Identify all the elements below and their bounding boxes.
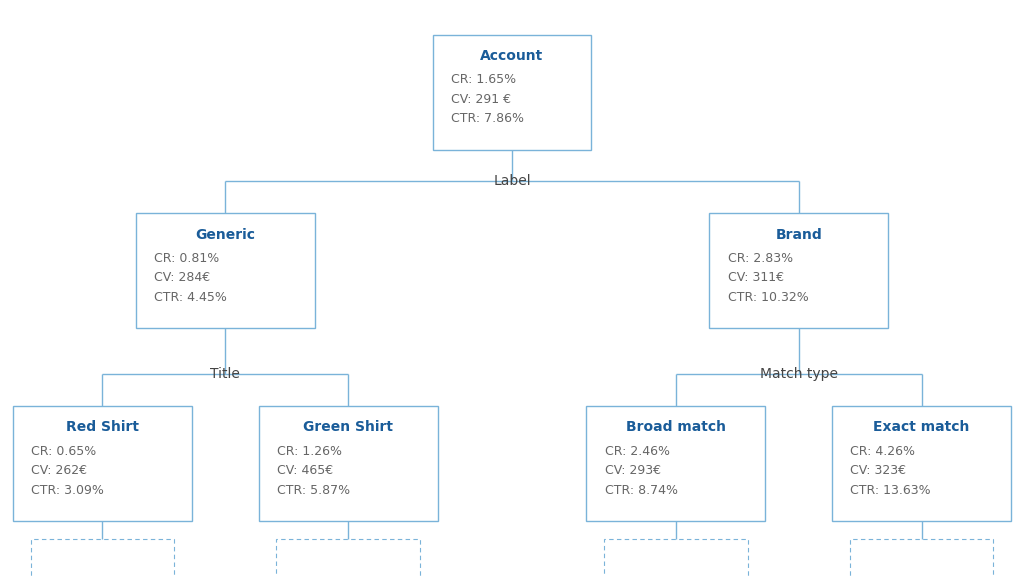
Text: CR: 1.65%: CR: 1.65% (451, 73, 516, 86)
Text: CR: 1.26%: CR: 1.26% (278, 445, 342, 458)
Text: Account: Account (480, 49, 544, 63)
FancyBboxPatch shape (709, 213, 888, 328)
Text: Title: Title (210, 367, 241, 381)
Text: CV: 262€: CV: 262€ (32, 464, 87, 478)
Text: CR: 4.26%: CR: 4.26% (850, 445, 915, 458)
Text: Brand: Brand (775, 228, 822, 241)
FancyBboxPatch shape (831, 406, 1012, 521)
Text: Green Shirt: Green Shirt (303, 420, 393, 434)
FancyBboxPatch shape (135, 213, 315, 328)
Text: CR: 2.46%: CR: 2.46% (604, 445, 670, 458)
Text: CV: 284€: CV: 284€ (154, 271, 210, 285)
Text: Broad match: Broad match (626, 420, 726, 434)
Text: Generic: Generic (196, 228, 255, 241)
Text: Exact match: Exact match (873, 420, 970, 434)
Text: CTR: 13.63%: CTR: 13.63% (850, 484, 931, 497)
Text: CV: 323€: CV: 323€ (850, 464, 906, 478)
FancyBboxPatch shape (13, 406, 193, 521)
Text: Match type: Match type (760, 367, 838, 381)
Text: CR: 0.65%: CR: 0.65% (32, 445, 96, 458)
Text: CR: 2.83%: CR: 2.83% (727, 252, 793, 265)
Text: CV: 291 €: CV: 291 € (451, 93, 511, 106)
Text: Label: Label (494, 175, 530, 188)
Text: CTR: 4.45%: CTR: 4.45% (154, 291, 227, 304)
FancyBboxPatch shape (276, 539, 420, 576)
Text: CTR: 7.86%: CTR: 7.86% (451, 112, 524, 126)
Text: CTR: 8.74%: CTR: 8.74% (604, 484, 678, 497)
FancyBboxPatch shape (850, 539, 993, 576)
FancyBboxPatch shape (586, 406, 766, 521)
Text: CV: 293€: CV: 293€ (604, 464, 660, 478)
Text: CR: 0.81%: CR: 0.81% (154, 252, 219, 265)
FancyBboxPatch shape (432, 35, 592, 150)
FancyBboxPatch shape (31, 539, 174, 576)
Text: CTR: 5.87%: CTR: 5.87% (278, 484, 350, 497)
Text: Red Shirt: Red Shirt (66, 420, 139, 434)
Text: CV: 311€: CV: 311€ (727, 271, 783, 285)
Text: CV: 465€: CV: 465€ (278, 464, 333, 478)
Text: CTR: 10.32%: CTR: 10.32% (727, 291, 808, 304)
Text: CTR: 3.09%: CTR: 3.09% (32, 484, 104, 497)
FancyBboxPatch shape (259, 406, 438, 521)
FancyBboxPatch shape (604, 539, 748, 576)
